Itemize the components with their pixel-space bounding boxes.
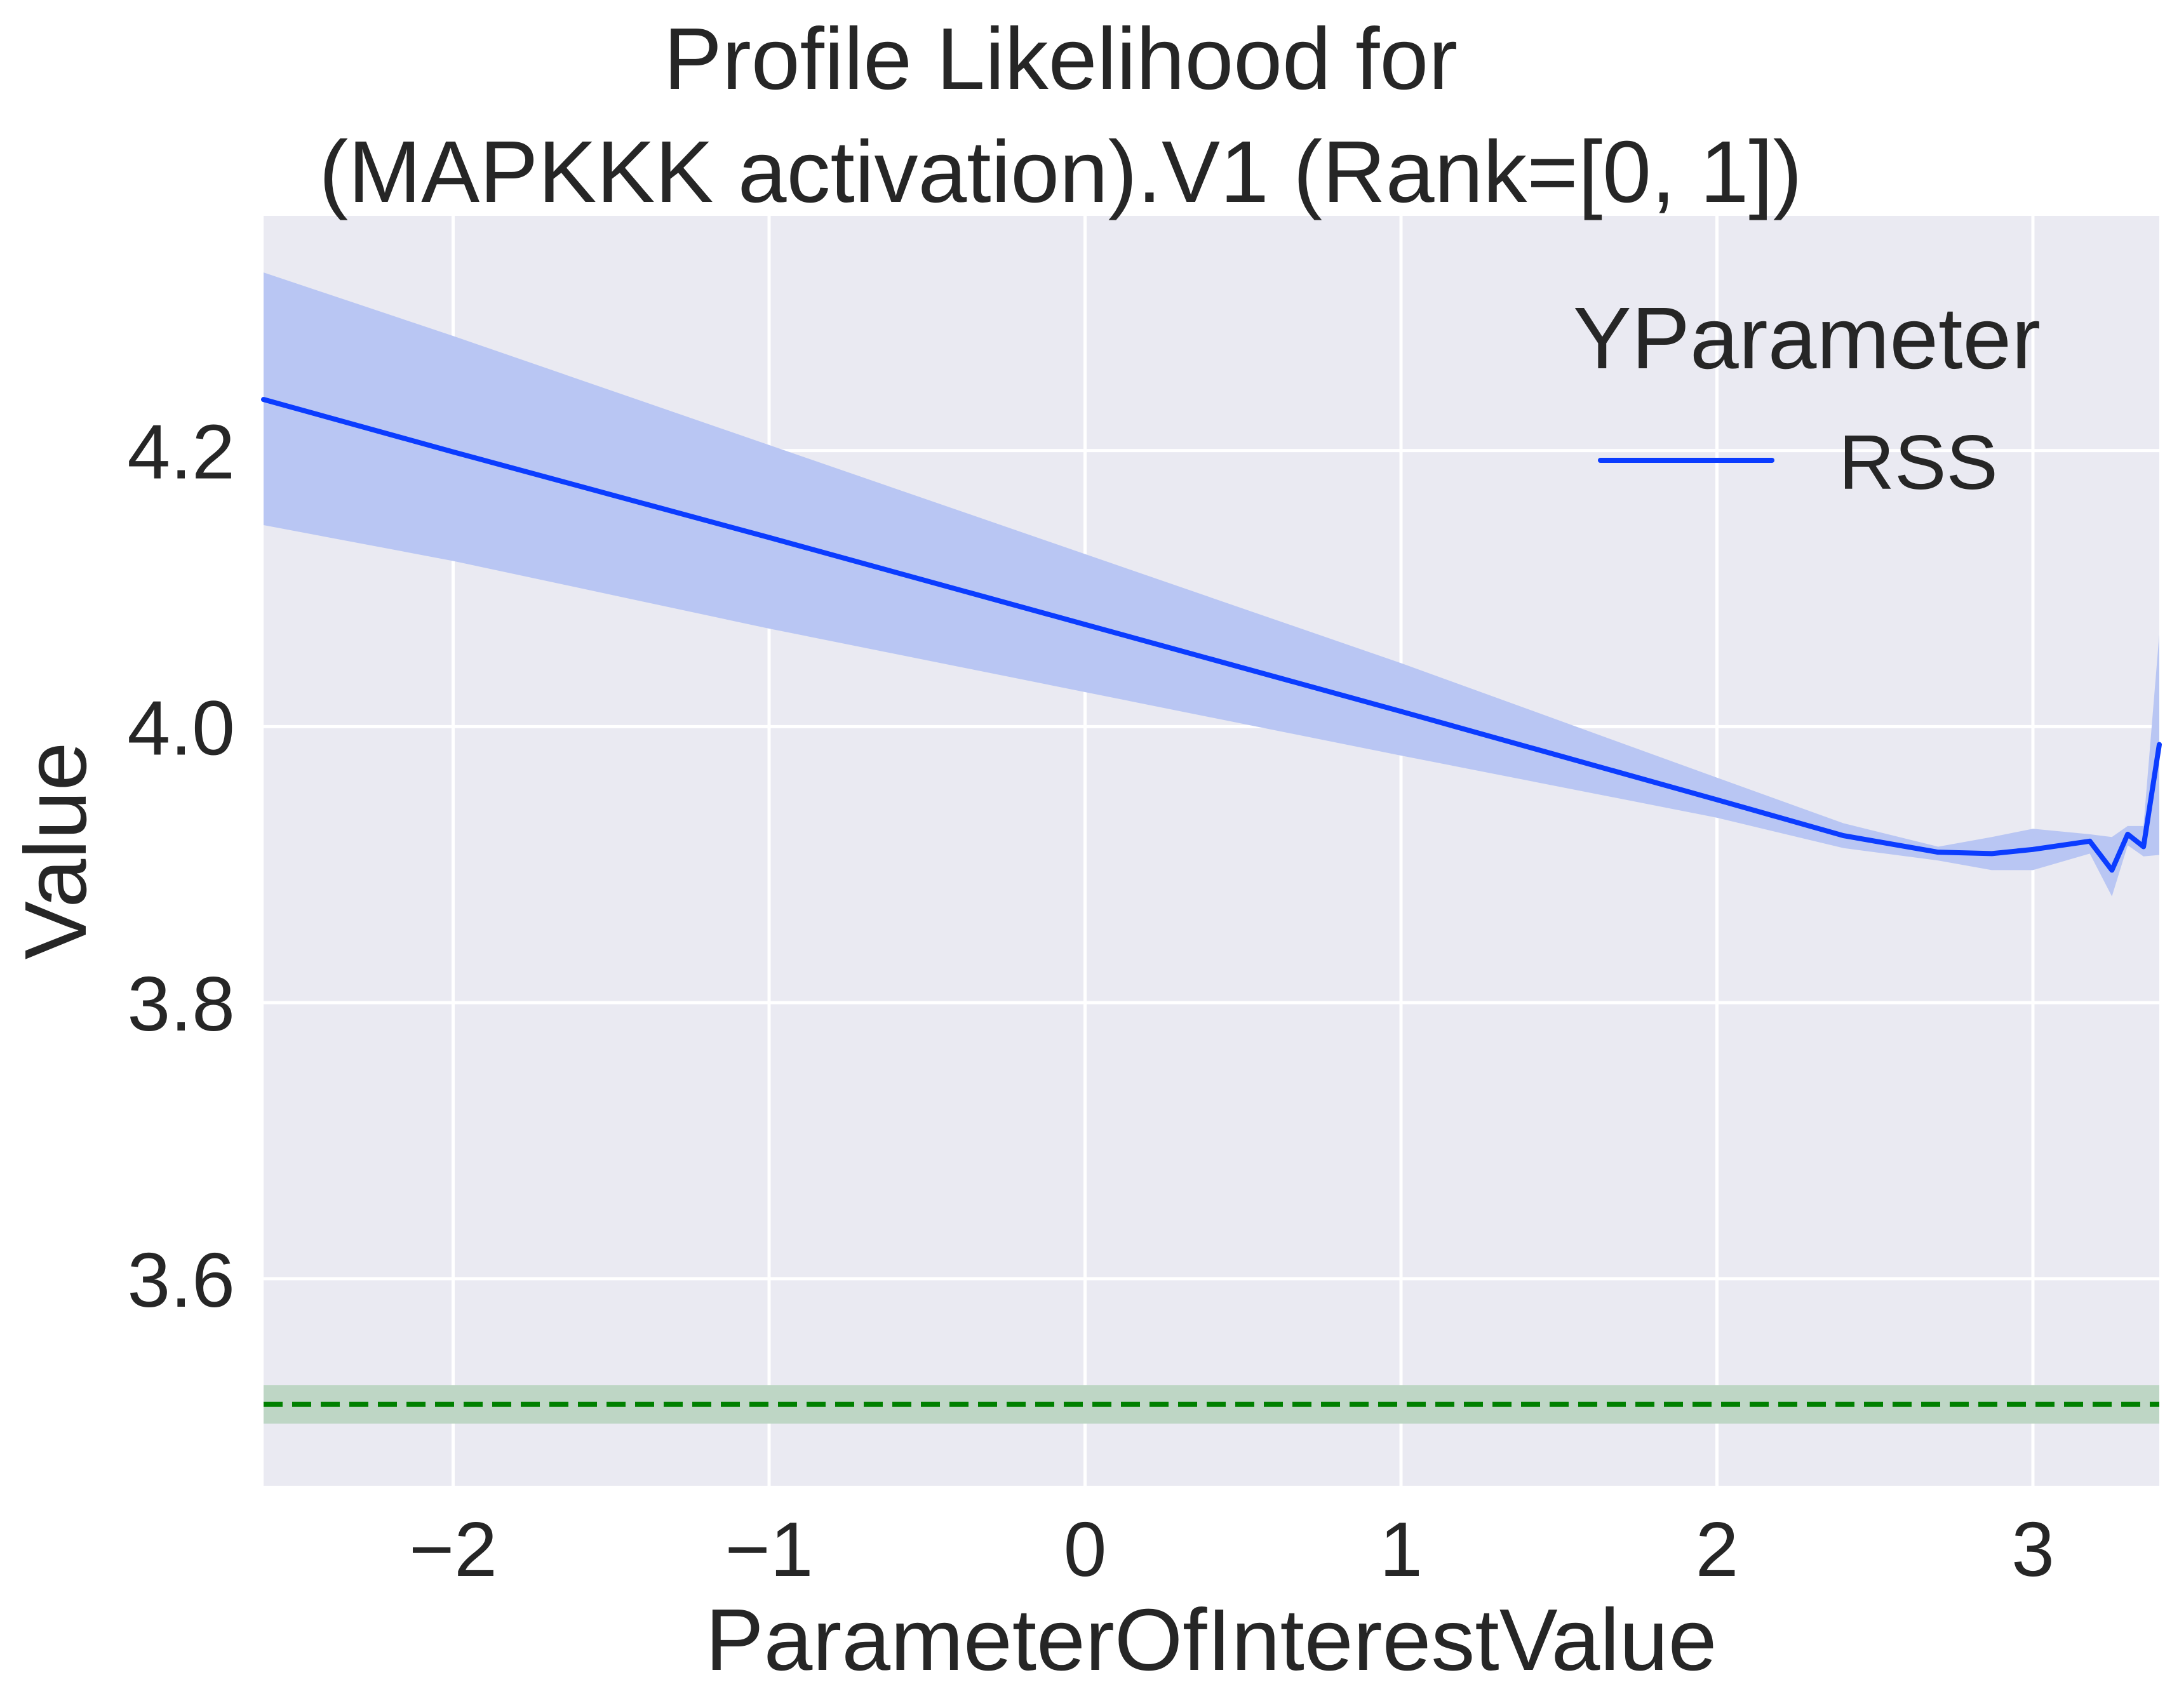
chart-title-line-2: (MAPKKK activation).V1 (Rank=[0, 1]) bbox=[319, 123, 1802, 221]
series-lines bbox=[261, 397, 2162, 1407]
x-tick-label: −1 bbox=[725, 1506, 813, 1592]
y-tick-label: 4.2 bbox=[127, 409, 235, 495]
legend-entry-rss: RSS bbox=[1839, 419, 1998, 505]
y-tick-label: 4.0 bbox=[127, 684, 235, 771]
y-tick-labels: 3.6 3.8 4.0 4.2 bbox=[127, 409, 235, 1323]
series-line-rss bbox=[261, 397, 2162, 873]
x-tick-label: 1 bbox=[1379, 1506, 1423, 1592]
legend: YParameter RSS bbox=[1573, 290, 2041, 505]
x-tick-label: 2 bbox=[1696, 1506, 1739, 1592]
x-tick-label: 0 bbox=[1064, 1506, 1107, 1592]
chart-title-line-1: Profile Likelihood for bbox=[664, 10, 1458, 108]
x-axis-label: ParameterOfInterestValue bbox=[706, 1591, 1717, 1689]
x-tick-label: −2 bbox=[409, 1506, 497, 1592]
x-tick-label: 3 bbox=[2011, 1506, 2055, 1592]
series-band-rss bbox=[264, 272, 2159, 897]
x-tick-labels: −2 −1 0 1 2 3 bbox=[409, 1506, 2055, 1592]
y-tick-label: 3.6 bbox=[127, 1237, 235, 1323]
legend-title: YParameter bbox=[1573, 290, 2041, 387]
y-tick-label: 3.8 bbox=[127, 961, 235, 1047]
y-axis-label: Value bbox=[7, 742, 105, 960]
